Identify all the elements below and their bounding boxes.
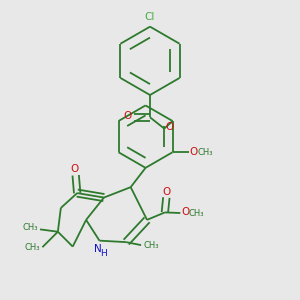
Text: CH₃: CH₃ [189, 208, 204, 217]
Text: O: O [189, 147, 197, 157]
Text: N: N [94, 244, 102, 254]
Text: O: O [181, 207, 189, 218]
Text: CH₃: CH₃ [197, 148, 213, 157]
Text: CH₃: CH₃ [143, 241, 159, 250]
Text: Cl: Cl [145, 12, 155, 22]
Text: O: O [166, 122, 174, 132]
Text: H: H [100, 249, 106, 258]
Text: O: O [70, 164, 78, 174]
Text: CH₃: CH₃ [25, 243, 40, 252]
Text: CH₃: CH₃ [22, 224, 38, 232]
Text: O: O [162, 187, 170, 196]
Text: O: O [124, 111, 132, 121]
